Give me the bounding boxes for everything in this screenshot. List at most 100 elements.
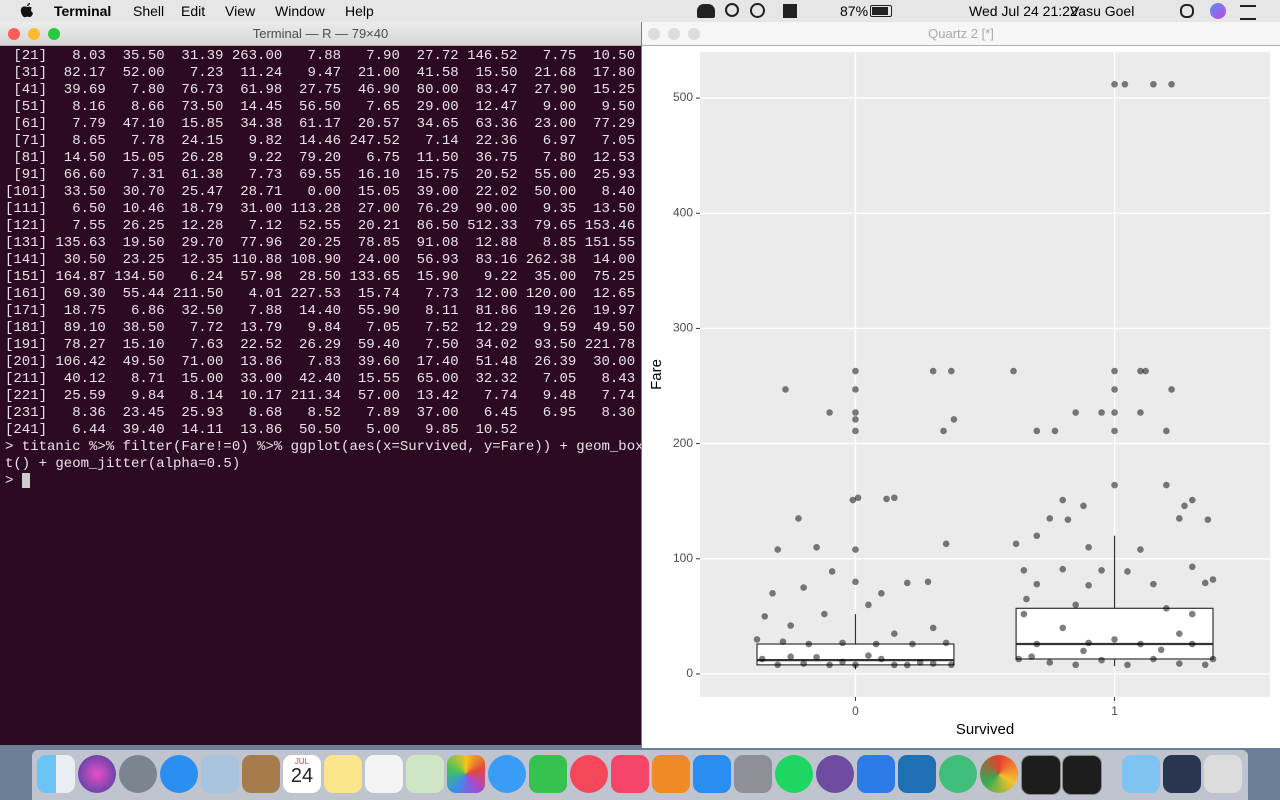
- minimize-button[interactable]: [668, 28, 680, 40]
- jitter-point: [865, 652, 872, 659]
- jitter-point: [948, 661, 955, 669]
- jitter-point: [795, 515, 802, 522]
- terminal-line: [31] 82.17 52.00 7.23 11.24 9.47 21.00 4…: [5, 65, 636, 81]
- menu[interactable]: Shell: [133, 3, 165, 19]
- menu[interactable]: View: [225, 3, 256, 19]
- preferences-icon[interactable]: [734, 755, 772, 793]
- terminal-line: [151] 164.87 134.50 6.24 57.98 28.50 133…: [5, 269, 636, 285]
- close-button[interactable]: [648, 28, 660, 40]
- exec-icon[interactable]: [1062, 755, 1102, 795]
- zoom-button[interactable]: [48, 28, 60, 40]
- news-icon[interactable]: [570, 755, 608, 793]
- jitter-point: [1028, 653, 1035, 660]
- safari-icon[interactable]: [160, 755, 198, 793]
- finder-icon[interactable]: [37, 755, 75, 793]
- jitter-point: [1137, 367, 1144, 375]
- user-name[interactable]: Vasu Goel: [1070, 3, 1135, 19]
- messages-icon[interactable]: [488, 755, 526, 793]
- jitter-point: [1064, 516, 1072, 523]
- status-icon[interactable]: [697, 4, 715, 18]
- jitter-point: [828, 568, 836, 575]
- github-icon[interactable]: [816, 755, 854, 793]
- status-icon[interactable]: [750, 3, 765, 18]
- app-store-icon[interactable]: [693, 755, 731, 793]
- vscode-icon[interactable]: [898, 755, 936, 793]
- zoom-button[interactable]: [688, 28, 700, 40]
- jitter-point: [1150, 655, 1157, 663]
- jitter-point: [1176, 630, 1183, 637]
- photos-icon[interactable]: [447, 755, 485, 793]
- calendar-icon[interactable]: JUL 24: [283, 755, 321, 793]
- books-icon[interactable]: [652, 755, 690, 793]
- menu[interactable]: Edit: [181, 3, 206, 19]
- jitter-point: [1046, 659, 1054, 666]
- siri[interactable]: [1210, 3, 1226, 19]
- jitter-point: [1150, 80, 1157, 88]
- jitter-point: [1137, 409, 1144, 416]
- trash-icon[interactable]: [1204, 755, 1242, 793]
- jitter-point: [1204, 516, 1212, 523]
- jitter-point: [1033, 427, 1041, 435]
- close-button[interactable]: [8, 28, 20, 40]
- terminal-line: [211] 40.12 8.71 15.00 33.00 42.40 15.55…: [5, 371, 636, 387]
- jitter-point: [852, 578, 859, 586]
- apple-menu[interactable]: [20, 3, 34, 19]
- terminal-output[interactable]: [21] 8.03 35.50 31.39 263.00 7.88 7.90 2…: [0, 46, 641, 490]
- jitter-point: [758, 655, 766, 663]
- siri-icon[interactable]: [78, 755, 116, 793]
- jitter-point: [1010, 367, 1017, 375]
- status-icon[interactable]: [725, 3, 739, 17]
- jitter-point: [1085, 639, 1092, 647]
- spotify-icon[interactable]: [775, 755, 813, 793]
- jitter-point: [852, 546, 859, 553]
- spotlight[interactable]: [1180, 4, 1194, 18]
- menu[interactable]: Help: [345, 3, 374, 19]
- battery-icon[interactable]: [870, 5, 892, 17]
- chart: 0 100 200 300 400 500 0 1 Survived Fare: [648, 52, 1270, 738]
- xcode-icon[interactable]: [857, 755, 895, 793]
- app-menu[interactable]: Terminal: [54, 3, 112, 19]
- notes-icon[interactable]: [324, 755, 362, 793]
- status-icon[interactable]: [783, 4, 797, 18]
- notification-center[interactable]: [1240, 5, 1256, 20]
- jitter-point: [1209, 576, 1217, 583]
- jitter-point: [940, 427, 947, 435]
- desktop-stack[interactable]: [1163, 755, 1201, 793]
- music-icon[interactable]: [611, 755, 649, 793]
- jitter-point: [761, 613, 769, 620]
- minimize-button[interactable]: [28, 28, 40, 40]
- clock[interactable]: Wed Jul 24 21:22: [969, 3, 1078, 19]
- contacts-icon[interactable]: [242, 755, 280, 793]
- jitter-point: [769, 590, 776, 597]
- chrome-icon[interactable]: [980, 755, 1018, 793]
- jitter-point: [1023, 595, 1030, 603]
- y-tick-label: 0: [686, 666, 693, 680]
- facetime-icon[interactable]: [529, 755, 567, 793]
- title-bar: Terminal — R — 79×40: [0, 22, 641, 46]
- terminal-line: [131] 135.63 19.50 29.70 77.96 20.25 78.…: [5, 235, 636, 251]
- jitter-point: [1059, 624, 1067, 632]
- jitter-point: [787, 622, 794, 629]
- jitter-point: [924, 578, 932, 586]
- reminders-icon[interactable]: [365, 755, 403, 793]
- jitter-point: [916, 659, 924, 666]
- atom-icon[interactable]: [939, 755, 977, 793]
- maps-icon[interactable]: [406, 755, 444, 793]
- terminal-icon[interactable]: [1021, 755, 1061, 795]
- jitter-point: [1085, 543, 1092, 551]
- jitter-point: [903, 579, 911, 587]
- mail-icon[interactable]: [201, 755, 239, 793]
- downloads-icon[interactable]: [1122, 755, 1160, 793]
- jitter-point: [813, 653, 820, 661]
- jitter-point: [839, 658, 846, 666]
- terminal-line: >: [5, 473, 641, 490]
- jitter-point: [800, 584, 807, 591]
- jitter-point: [1176, 660, 1183, 667]
- jitter-point: [852, 367, 859, 375]
- jitter-point: [1072, 661, 1079, 669]
- jitter-point: [839, 639, 846, 647]
- menu[interactable]: Window: [275, 3, 325, 19]
- launchpad-icon[interactable]: [119, 755, 157, 793]
- jitter-point: [852, 427, 859, 435]
- battery-percent[interactable]: 87%: [840, 3, 869, 19]
